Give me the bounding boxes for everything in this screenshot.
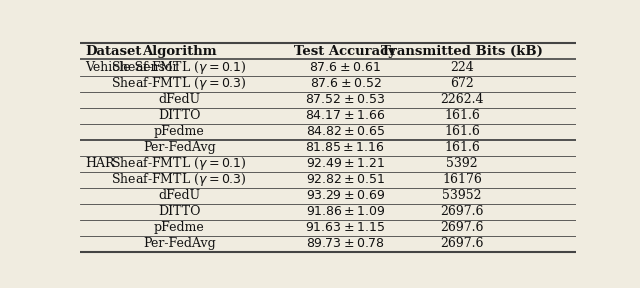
Text: Sheaf-FMTL ($\gamma = 0.1$): Sheaf-FMTL ($\gamma = 0.1$) xyxy=(111,155,247,172)
Text: $81.85 \pm 1.16$: $81.85 \pm 1.16$ xyxy=(305,141,385,154)
Text: $84.82 \pm 0.65$: $84.82 \pm 0.65$ xyxy=(306,125,385,138)
Text: Sheaf-FMTL ($\gamma = 0.3$): Sheaf-FMTL ($\gamma = 0.3$) xyxy=(111,171,247,188)
Text: 2697.6: 2697.6 xyxy=(440,205,484,218)
Text: 2262.4: 2262.4 xyxy=(440,93,484,106)
Text: 2697.6: 2697.6 xyxy=(440,221,484,234)
Text: Vehicle Sensor: Vehicle Sensor xyxy=(85,61,179,74)
Text: 161.6: 161.6 xyxy=(444,141,480,154)
Text: dFedU: dFedU xyxy=(158,189,200,202)
Text: DITTO: DITTO xyxy=(158,109,200,122)
Text: 672: 672 xyxy=(450,77,474,90)
Text: $93.29 \pm 0.69$: $93.29 \pm 0.69$ xyxy=(306,189,385,202)
Text: dFedU: dFedU xyxy=(158,93,200,106)
Text: Transmitted Bits (kB): Transmitted Bits (kB) xyxy=(381,45,543,58)
Text: 5392: 5392 xyxy=(446,157,477,170)
Text: $87.6 \pm 0.61$: $87.6 \pm 0.61$ xyxy=(310,61,381,74)
Text: Dataset: Dataset xyxy=(85,45,141,58)
Text: $84.17 \pm 1.66$: $84.17 \pm 1.66$ xyxy=(305,109,385,122)
Text: 161.6: 161.6 xyxy=(444,125,480,138)
Text: 224: 224 xyxy=(450,61,474,74)
Text: DITTO: DITTO xyxy=(158,205,200,218)
Text: $89.73 \pm 0.78$: $89.73 \pm 0.78$ xyxy=(307,237,385,250)
Text: Sheaf-FMTL ($\gamma = 0.1$): Sheaf-FMTL ($\gamma = 0.1$) xyxy=(111,59,247,76)
Text: 53952: 53952 xyxy=(442,189,482,202)
Text: Test Accuracy: Test Accuracy xyxy=(294,45,396,58)
Text: HAR: HAR xyxy=(85,157,115,170)
Text: $87.52 \pm 0.53$: $87.52 \pm 0.53$ xyxy=(305,93,385,106)
Text: pFedme: pFedme xyxy=(154,125,205,138)
Text: 2697.6: 2697.6 xyxy=(440,237,484,250)
Text: $92.82 \pm 0.51$: $92.82 \pm 0.51$ xyxy=(306,173,385,186)
Text: pFedme: pFedme xyxy=(154,221,205,234)
Text: Sheaf-FMTL ($\gamma = 0.3$): Sheaf-FMTL ($\gamma = 0.3$) xyxy=(111,75,247,92)
Text: $91.86 \pm 1.09$: $91.86 \pm 1.09$ xyxy=(305,205,385,218)
Text: 161.6: 161.6 xyxy=(444,109,480,122)
Text: Per-FedAvg: Per-FedAvg xyxy=(143,237,216,250)
Text: 16176: 16176 xyxy=(442,173,482,186)
Text: $87.6 \pm 0.52$: $87.6 \pm 0.52$ xyxy=(310,77,381,90)
Text: Per-FedAvg: Per-FedAvg xyxy=(143,141,216,154)
Text: $91.63 \pm 1.15$: $91.63 \pm 1.15$ xyxy=(305,221,385,234)
Text: Algorithm: Algorithm xyxy=(142,45,216,58)
Text: $92.49 \pm 1.21$: $92.49 \pm 1.21$ xyxy=(306,157,385,170)
